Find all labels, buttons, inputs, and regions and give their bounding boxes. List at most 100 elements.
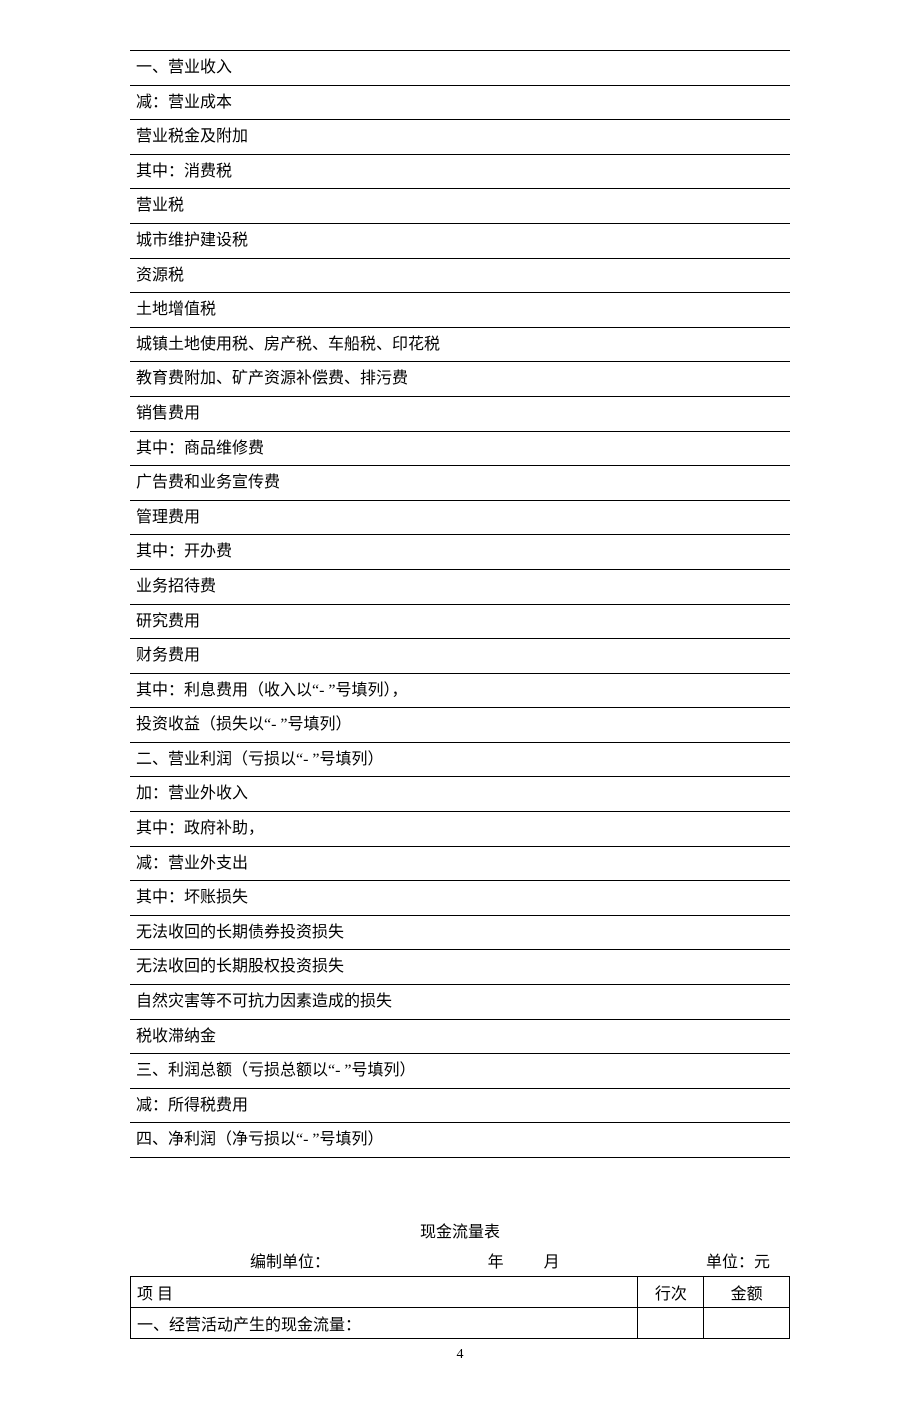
row-label: 财务费用 [130, 639, 546, 674]
row-col2 [546, 85, 658, 120]
table-row: 无法收回的长期股权投资损失 [130, 950, 790, 985]
row-col2 [546, 327, 658, 362]
row-label: 其中：政府补助， [130, 812, 546, 847]
table-row: 城镇土地使用税、房产税、车船税、印花税 [130, 327, 790, 362]
table-row: 其中：利息费用（收入以“- ”号填列）， [130, 673, 790, 708]
row-label: 四、净利润（净亏损以“- ”号填列） [130, 1123, 546, 1158]
table-row: 三、利润总额（亏损总额以“- ”号填列） [130, 1054, 790, 1089]
row-label: 管理费用 [130, 500, 546, 535]
row-label: 其中：利息费用（收入以“- ”号填列）， [130, 673, 546, 708]
row-col2 [546, 1019, 658, 1054]
cashflow-meta: 编制单位： 年 月 单位：元 [130, 1248, 790, 1272]
table-row: 其中：坏账损失 [130, 881, 790, 916]
table-row: 管理费用 [130, 500, 790, 535]
row-label: 资源税 [130, 258, 546, 293]
meta-org: 编制单位： [130, 1248, 488, 1272]
row-col3 [658, 466, 790, 501]
row-col3 [658, 604, 790, 639]
row-label: 业务招待费 [130, 569, 546, 604]
row-col3 [658, 915, 790, 950]
row-col2 [546, 673, 658, 708]
table-row: 自然灾害等不可抗力因素造成的损失 [130, 985, 790, 1020]
row-col2 [546, 535, 658, 570]
table-row: 资源税 [130, 258, 790, 293]
table-row: 城市维护建设税 [130, 223, 790, 258]
row-col3 [658, 950, 790, 985]
row-col3 [658, 1088, 790, 1123]
row-col2 [546, 950, 658, 985]
row-col3 [658, 362, 790, 397]
row-col2 [546, 881, 658, 916]
row-col3 [658, 881, 790, 916]
row-col3 [658, 396, 790, 431]
row-col2 [546, 639, 658, 674]
row-col2 [546, 742, 658, 777]
row-col3 [658, 258, 790, 293]
row-col3 [658, 846, 790, 881]
table-row: 其中：开办费 [130, 535, 790, 570]
cashflow-row-lineno [638, 1308, 704, 1339]
row-col3 [658, 327, 790, 362]
row-col2 [546, 1054, 658, 1089]
row-col2 [546, 154, 658, 189]
row-label: 加：营业外收入 [130, 777, 546, 812]
row-col3 [658, 1019, 790, 1054]
page-number: 4 [130, 1347, 790, 1363]
row-col2 [546, 604, 658, 639]
row-label: 城镇土地使用税、房产税、车船税、印花税 [130, 327, 546, 362]
row-col2 [546, 293, 658, 328]
row-col3 [658, 1123, 790, 1158]
table-row: 四、净利润（净亏损以“- ”号填列） [130, 1123, 790, 1158]
row-col2 [546, 985, 658, 1020]
table-row: 一、营业收入 [130, 51, 790, 86]
hdr-lineno: 行次 [638, 1277, 704, 1308]
row-col3 [658, 742, 790, 777]
row-label: 减：营业外支出 [130, 846, 546, 881]
row-col3 [658, 500, 790, 535]
row-label: 其中：商品维修费 [130, 431, 546, 466]
meta-unit: 单位：元 [686, 1248, 790, 1272]
row-label: 广告费和业务宣传费 [130, 466, 546, 501]
cashflow-row-label: 一、经营活动产生的现金流量： [131, 1308, 638, 1339]
row-col2 [546, 431, 658, 466]
cashflow-header-row: 项 目 行次 金额 [131, 1277, 790, 1308]
row-label: 三、利润总额（亏损总额以“- ”号填列） [130, 1054, 546, 1089]
row-col3 [658, 154, 790, 189]
row-label: 其中：坏账损失 [130, 881, 546, 916]
table-row: 税收滞纳金 [130, 1019, 790, 1054]
row-label: 营业税金及附加 [130, 120, 546, 155]
table-row: 财务费用 [130, 639, 790, 674]
row-label: 投资收益（损失以“- ”号填列） [130, 708, 546, 743]
table-row: 其中：商品维修费 [130, 431, 790, 466]
row-col2 [546, 223, 658, 258]
row-col3 [658, 777, 790, 812]
row-label: 无法收回的长期债券投资损失 [130, 915, 546, 950]
row-label: 销售费用 [130, 396, 546, 431]
row-label: 营业税 [130, 189, 546, 224]
cashflow-title: 现金流量表 [130, 1218, 790, 1242]
table-row: 销售费用 [130, 396, 790, 431]
row-col2 [546, 846, 658, 881]
row-label: 其中：开办费 [130, 535, 546, 570]
row-col3 [658, 673, 790, 708]
row-col2 [546, 362, 658, 397]
row-label: 减：营业成本 [130, 85, 546, 120]
row-col2 [546, 258, 658, 293]
hdr-item: 项 目 [131, 1277, 638, 1308]
row-col2 [546, 466, 658, 501]
row-col3 [658, 1054, 790, 1089]
row-label: 一、营业收入 [130, 51, 546, 86]
table-row: 其中：消费税 [130, 154, 790, 189]
row-col3 [658, 431, 790, 466]
income-statement-table: 一、营业收入减：营业成本营业税金及附加其中：消费税营业税城市维护建设税资源税土地… [130, 50, 790, 1158]
table-row: 其中：政府补助， [130, 812, 790, 847]
row-label: 税收滞纳金 [130, 1019, 546, 1054]
cashflow-row: 一、经营活动产生的现金流量： [131, 1308, 790, 1339]
table-row: 投资收益（损失以“- ”号填列） [130, 708, 790, 743]
row-label: 土地增值税 [130, 293, 546, 328]
table-row: 研究费用 [130, 604, 790, 639]
row-label: 二、营业利润（亏损以“- ”号填列） [130, 742, 546, 777]
row-col3 [658, 51, 790, 86]
row-col2 [546, 500, 658, 535]
meta-month: 月 [544, 1254, 560, 1271]
